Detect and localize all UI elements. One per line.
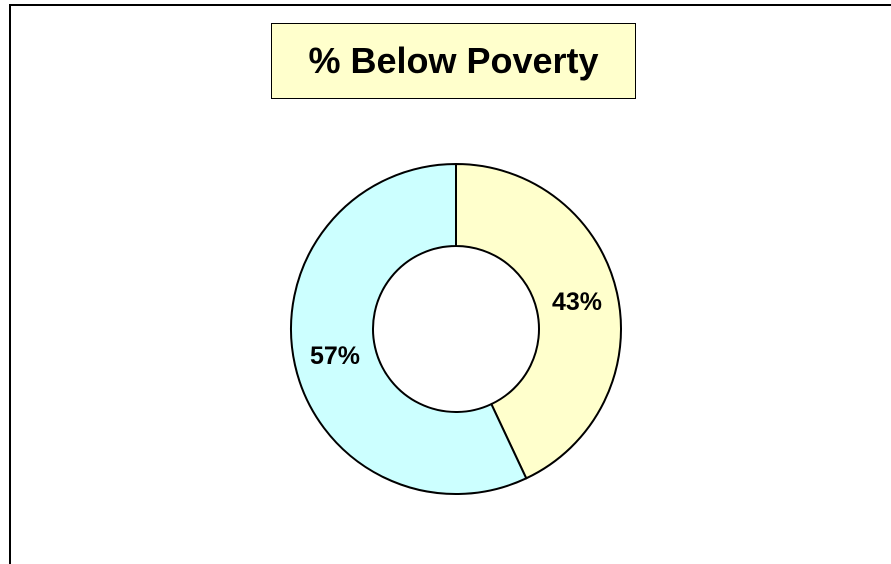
donut-chart: 43% 57% [0,0,891,547]
slice-label-43: 43% [552,288,602,316]
donut-slices [291,164,621,494]
slice-label-57: 57% [310,342,360,370]
